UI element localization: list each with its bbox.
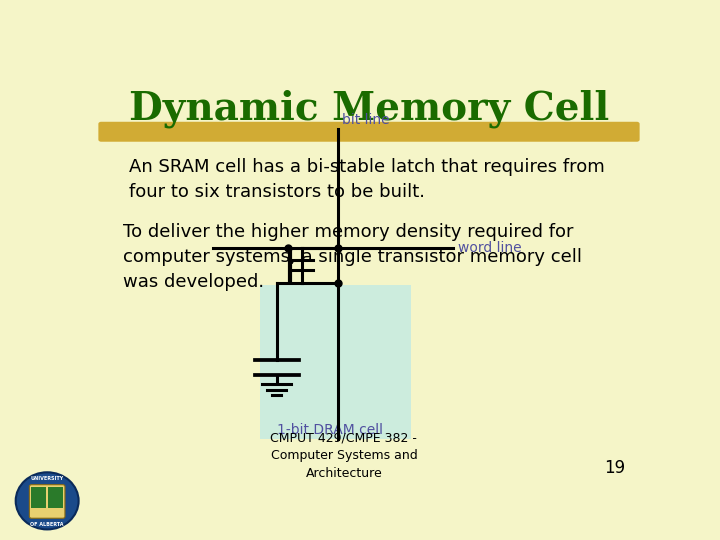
Text: To deliver the higher memory density required for
computer systems, a single tra: To deliver the higher memory density req… (124, 223, 582, 291)
Text: OF ALBERTA: OF ALBERTA (30, 522, 64, 527)
Text: UNIVERSITY: UNIVERSITY (30, 476, 64, 481)
Text: 1-bit DRAM cell: 1-bit DRAM cell (277, 423, 383, 437)
Bar (32, 487, 47, 508)
Text: word line: word line (459, 241, 522, 255)
Text: bit line: bit line (342, 113, 390, 127)
FancyBboxPatch shape (99, 122, 639, 141)
Text: CMPUT 429/CMPE 382 -
Computer Systems and
Architecture: CMPUT 429/CMPE 382 - Computer Systems an… (271, 431, 418, 480)
Text: 19: 19 (605, 459, 626, 477)
Bar (260, 285, 411, 439)
Circle shape (16, 472, 78, 529)
Bar (48, 487, 63, 508)
Text: An SRAM cell has a bi-stable latch that requires from
four to six transistors to: An SRAM cell has a bi-stable latch that … (129, 158, 605, 201)
FancyBboxPatch shape (30, 485, 65, 518)
Text: Dynamic Memory Cell: Dynamic Memory Cell (129, 89, 609, 127)
